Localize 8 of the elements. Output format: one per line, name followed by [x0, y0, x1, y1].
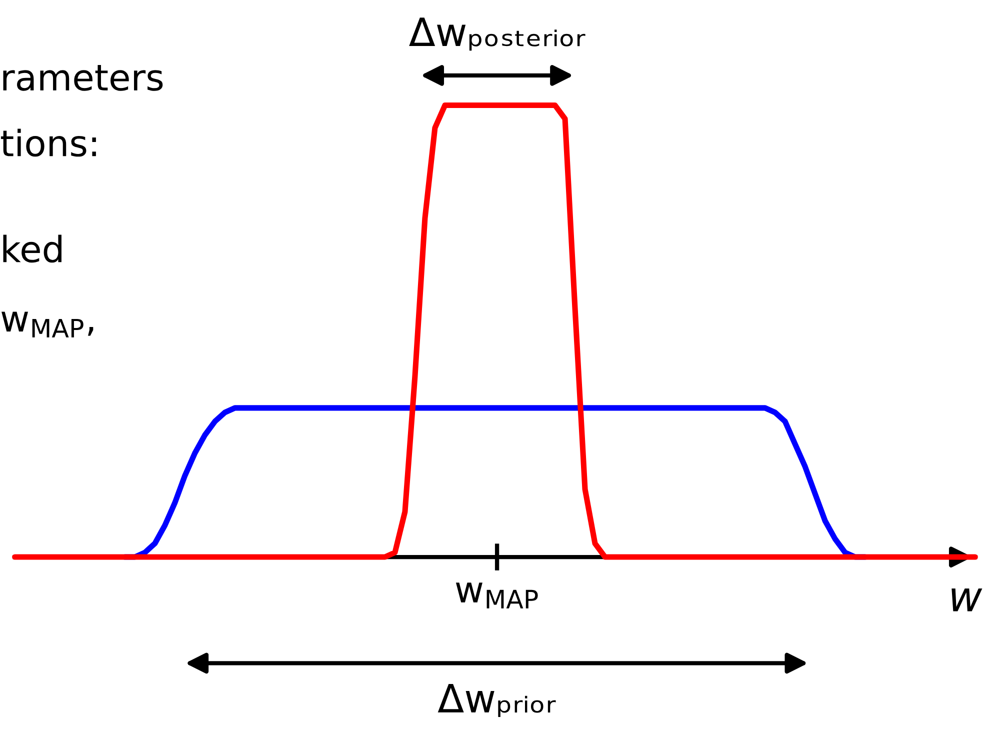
text: rameters: [3, 65, 163, 91]
text: w$_{MAP}$: [456, 582, 538, 608]
annotation: ked: [3, 234, 62, 263]
x-axis-title: w: [952, 588, 982, 612]
text: Δwₚᵣᵢₒᵣ: [438, 684, 556, 717]
annotation: w$_{MAP}$,: [2, 312, 94, 338]
text: Δwₚₒₛₜₑᵣᵢₒᵣ: [409, 18, 586, 51]
annotation: tions:: [0, 128, 96, 157]
